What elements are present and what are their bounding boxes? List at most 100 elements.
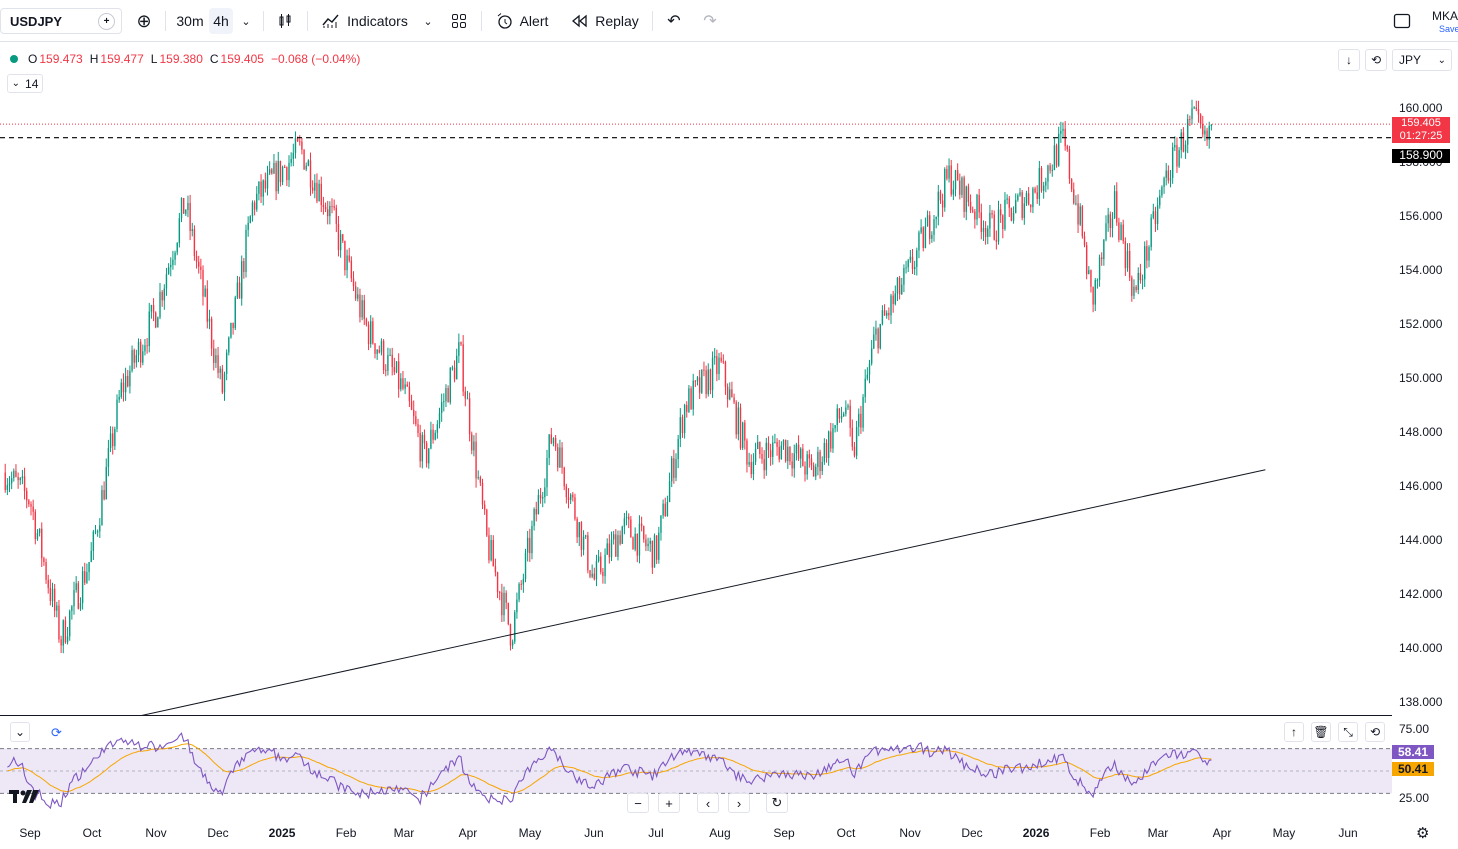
candle-body	[34, 511, 37, 540]
price-tick: 140.000	[1399, 641, 1443, 655]
time-tick: Apr	[458, 826, 478, 840]
indicators-button[interactable]: Indicators	[317, 8, 413, 34]
maximize-pane-icon[interactable]: ⤡	[1338, 722, 1358, 742]
candle-body	[630, 519, 632, 538]
candle-body	[1081, 206, 1084, 237]
rsi-length: 14	[25, 76, 39, 91]
candle-body	[591, 573, 593, 577]
delete-pane-icon[interactable]: 🗑	[1311, 722, 1331, 742]
interval-dropdown-icon[interactable]: ⌄	[241, 15, 251, 28]
candle-body	[774, 441, 776, 443]
candle-type-icon[interactable]	[272, 8, 298, 34]
candle-body	[1174, 145, 1176, 148]
candle-body	[802, 448, 804, 467]
candle-body	[150, 305, 153, 312]
price-scale[interactable]	[1392, 92, 1458, 715]
candle-body	[314, 182, 316, 191]
candle-body	[367, 324, 370, 345]
currency-select[interactable]: JPY ⌄	[1392, 49, 1452, 71]
undo-icon[interactable]: ↶	[667, 13, 681, 30]
candle-body	[1058, 133, 1060, 166]
candle-body	[236, 282, 239, 298]
candle-body	[90, 550, 92, 563]
replay-button[interactable]: Replay	[568, 8, 642, 34]
candle-body	[750, 462, 752, 475]
candle-body	[759, 441, 761, 455]
candle-body	[1141, 279, 1144, 281]
candle-body	[241, 261, 243, 299]
rsi-pane[interactable]	[0, 716, 1392, 816]
candle-body	[898, 277, 901, 295]
candle-body	[537, 495, 540, 515]
save-layout-button[interactable]: MKA Save	[1432, 8, 1458, 34]
interval-4h[interactable]: 4h	[209, 8, 233, 34]
candle-body	[752, 461, 755, 475]
candle-body	[920, 227, 922, 233]
zoom-in-icon[interactable]: +	[658, 793, 680, 813]
pane-collapse-chevron-icon[interactable]: ⌄	[10, 722, 30, 742]
candle-body	[84, 571, 86, 583]
candle-body	[423, 434, 426, 444]
compare-symbol-icon[interactable]: +	[98, 13, 115, 30]
candle-body	[918, 232, 920, 251]
price-tick: 146.000	[1399, 479, 1443, 493]
pane-settings-icon[interactable]: ⟲	[1365, 722, 1385, 742]
candle-body	[296, 138, 299, 142]
candle-body	[167, 267, 170, 275]
candle-body	[94, 531, 97, 533]
candle-body	[698, 377, 701, 393]
pane-separator[interactable]	[0, 715, 1392, 716]
candle-body	[479, 477, 482, 483]
toolbar-divider	[481, 11, 482, 31]
candle-body	[959, 180, 961, 195]
redo-icon[interactable]: ↷	[703, 13, 717, 30]
alert-button[interactable]: Alert	[491, 8, 553, 34]
candle-body	[621, 526, 623, 544]
price-chart[interactable]	[0, 0, 1392, 715]
candle-body	[916, 250, 918, 267]
zoom-out-icon[interactable]: −	[627, 793, 649, 813]
candle-body	[320, 183, 322, 205]
candle-body	[23, 476, 26, 491]
candle-body	[41, 528, 43, 559]
chart-settings-gear-icon[interactable]: ⚙	[1416, 825, 1430, 842]
candle-body	[651, 540, 654, 568]
sync-icon[interactable]: ⟳	[51, 725, 62, 740]
candle-body	[1169, 177, 1172, 181]
candle-body	[643, 526, 645, 540]
candle-body	[1161, 186, 1163, 196]
fullscreen-icon[interactable]	[1390, 8, 1414, 34]
layout-grid-icon[interactable]	[447, 8, 471, 34]
time-tick: Aug	[709, 826, 731, 840]
rsi-tick-lower: 25.00	[1399, 791, 1430, 805]
move-pane-up-icon[interactable]: ↑	[1284, 722, 1304, 742]
symbol-search[interactable]: USDJPY +	[0, 8, 122, 34]
candle-body	[726, 386, 729, 400]
candle-body	[948, 165, 950, 179]
candle-body	[688, 388, 690, 412]
candle-body	[1088, 270, 1090, 275]
scroll-right-icon[interactable]: ›	[728, 793, 750, 813]
interval-30m[interactable]: 30m	[176, 13, 204, 29]
candle-body	[772, 442, 774, 457]
scroll-left-icon[interactable]: ‹	[697, 793, 719, 813]
candle-body	[66, 636, 69, 643]
indicators-dropdown-icon[interactable]: ⌄	[423, 15, 433, 28]
add-symbol-icon[interactable]: ⊕	[136, 10, 152, 31]
candle-body	[937, 191, 940, 217]
candle-body	[735, 402, 737, 435]
candle-body	[1070, 178, 1073, 190]
candle-body	[193, 229, 196, 256]
candle-body	[258, 181, 260, 194]
candle-body	[49, 587, 52, 602]
reset-scale-icon[interactable]: ⟲	[1365, 49, 1387, 71]
bar-countdown: 01:27:25	[1399, 130, 1443, 143]
indicator-legend-toggle[interactable]: ⌄ 14	[7, 74, 43, 93]
time-tick: Nov	[899, 826, 921, 840]
candle-body	[1010, 207, 1013, 221]
scroll-to-latest-icon[interactable]: ↓	[1338, 49, 1360, 71]
reset-chart-icon[interactable]: ↻	[766, 793, 788, 813]
candle-body	[81, 571, 84, 604]
candle-body	[225, 352, 228, 374]
candle-body	[677, 438, 679, 460]
